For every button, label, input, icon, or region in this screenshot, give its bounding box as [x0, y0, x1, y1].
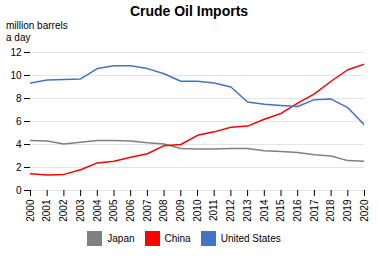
svg-text:6: 6: [16, 116, 22, 127]
svg-text:12: 12: [10, 47, 22, 58]
svg-text:2006: 2006: [125, 199, 136, 222]
svg-text:2009: 2009: [175, 199, 186, 222]
svg-text:2005: 2005: [108, 199, 119, 222]
svg-text:4: 4: [16, 139, 22, 150]
svg-text:2013: 2013: [242, 199, 253, 222]
svg-text:2018: 2018: [325, 199, 336, 222]
svg-text:2008: 2008: [158, 199, 169, 222]
html-text:Japan: Japan: [107, 233, 135, 244]
svg-text:2001: 2001: [41, 199, 52, 222]
svg-text:2: 2: [16, 162, 22, 173]
svg-text:2020: 2020: [359, 199, 370, 222]
svg-text:2019: 2019: [342, 199, 353, 222]
svg-text:2002: 2002: [58, 199, 69, 222]
svg-text:2004: 2004: [92, 199, 103, 222]
svg-text:2012: 2012: [225, 199, 236, 222]
svg-text:2016: 2016: [292, 199, 303, 222]
svg-text:2003: 2003: [75, 199, 86, 222]
svg-text:0: 0: [16, 185, 22, 196]
svg-text:2014: 2014: [259, 199, 270, 222]
html-text:million barrels a day: million barrels a day: [6, 20, 68, 43]
html-text:United States: United States: [220, 233, 281, 244]
svg-text:2010: 2010: [192, 199, 203, 222]
html-text:China: China: [164, 233, 191, 244]
svg-text:8: 8: [16, 93, 22, 104]
svg-text:2017: 2017: [309, 199, 320, 222]
svg-text:2011: 2011: [208, 199, 219, 221]
svg-text:10: 10: [10, 70, 22, 81]
svg-text:2000: 2000: [25, 199, 36, 222]
svg-text:2015: 2015: [275, 199, 286, 222]
html-text:Crude Oil Imports: Crude Oil Imports: [129, 3, 249, 19]
svg-text:2007: 2007: [142, 199, 153, 222]
